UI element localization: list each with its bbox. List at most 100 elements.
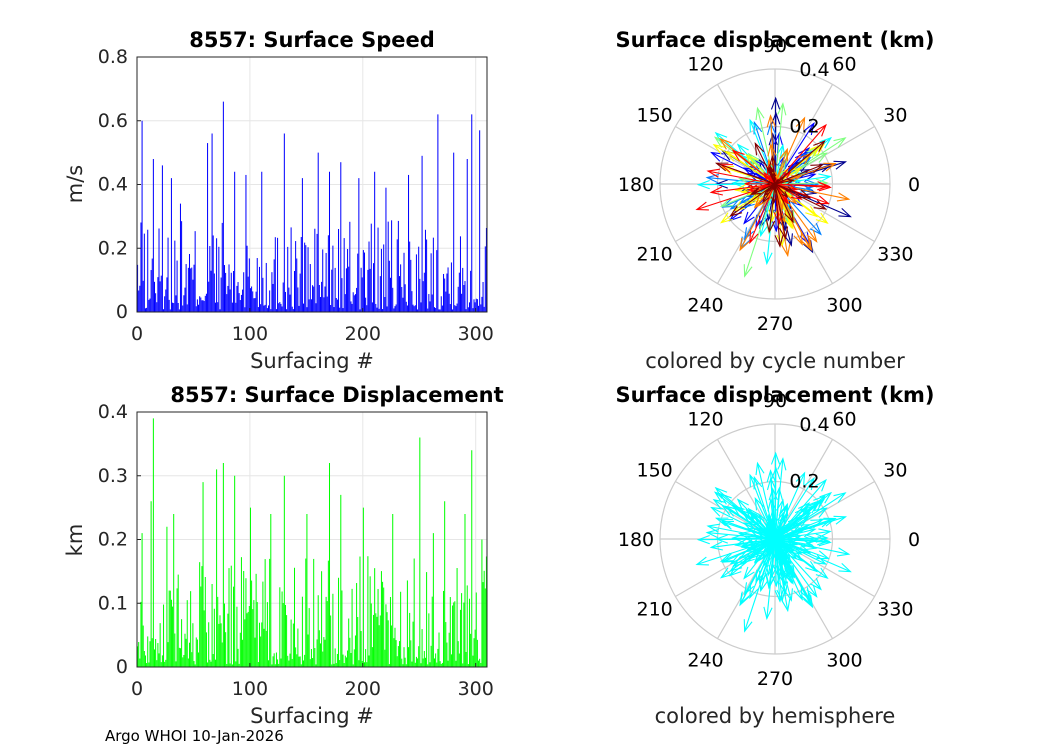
data-bar	[340, 162, 342, 312]
data-bar	[138, 290, 140, 312]
data-bar	[226, 294, 228, 312]
data-bar	[281, 306, 283, 312]
data-bar	[179, 648, 181, 667]
data-bar	[249, 288, 251, 312]
data-bar	[433, 658, 436, 667]
data-bar	[464, 514, 466, 667]
data-bar	[222, 101, 224, 312]
data-bar	[375, 303, 377, 312]
data-bar	[172, 606, 174, 667]
data-bar	[226, 663, 228, 667]
displacement-arrow	[769, 155, 777, 185]
displacement-arrow	[714, 162, 776, 185]
polar-spoke	[716, 84, 776, 185]
data-bar	[256, 602, 258, 667]
data-bar	[316, 639, 318, 667]
displacement-arrow	[774, 183, 789, 240]
data-bar	[186, 304, 188, 312]
data-bar	[141, 533, 143, 667]
data-bar	[312, 658, 314, 667]
displacement-arrow	[774, 531, 786, 540]
data-bar	[157, 643, 159, 667]
data-bar	[309, 659, 311, 667]
data-bar	[230, 565, 232, 667]
displacement-arrow	[729, 183, 776, 217]
data-bar	[455, 306, 457, 312]
data-bar	[343, 238, 345, 312]
polar-angle-label: 90	[763, 390, 787, 412]
data-bar	[359, 309, 361, 312]
data-bar	[236, 285, 238, 312]
data-bar	[483, 306, 485, 312]
data-bar	[412, 304, 414, 312]
data-bar	[300, 237, 302, 312]
data-bar	[433, 307, 436, 312]
data-bar	[402, 297, 404, 312]
data-bar	[369, 268, 371, 312]
data-bar	[483, 570, 485, 667]
data-bar	[161, 655, 163, 667]
data-bar	[398, 641, 401, 667]
data-bar	[409, 241, 411, 312]
data-bar	[443, 273, 445, 312]
data-bar	[457, 641, 459, 667]
data-bar	[404, 284, 406, 312]
displacement-arrow	[714, 517, 776, 540]
data-bar	[423, 272, 425, 312]
data-bar	[466, 159, 468, 312]
data-bar	[344, 294, 346, 312]
data-bar	[184, 633, 186, 667]
displacement-arrow	[774, 164, 824, 185]
displacement-arrow	[774, 538, 794, 579]
data-bar	[270, 514, 272, 667]
data-bar	[198, 304, 200, 312]
data-bar	[458, 272, 460, 312]
data-bar	[394, 627, 396, 667]
data-bar	[481, 296, 483, 312]
data-bar	[151, 258, 153, 312]
data-bar	[387, 221, 389, 312]
polar-angle-label: 330	[877, 599, 913, 621]
data-bar	[464, 281, 466, 312]
polar-radius-label: 0.4	[799, 414, 829, 436]
data-bar	[365, 649, 367, 667]
data-bar	[209, 246, 211, 312]
data-bar	[185, 638, 187, 667]
speed-bar-chart: 8557: Surface Speed 0 0.2 0.4 0.6 0.8 0 100 200…	[63, 28, 494, 373]
data-bar	[474, 302, 476, 312]
data-bar	[146, 663, 148, 667]
displacement-arrow	[774, 478, 827, 540]
data-bar	[173, 514, 175, 667]
data-bar	[242, 289, 244, 312]
displacement-arrow	[749, 183, 776, 195]
data-bar	[190, 268, 192, 312]
data-bar	[166, 277, 168, 312]
data-bar	[395, 640, 397, 667]
data-bar	[466, 585, 468, 667]
displacement-arrow	[774, 183, 789, 199]
data-bar	[203, 610, 205, 667]
displacement-arrow	[766, 180, 776, 185]
polar-hemisphere-title: Surface displacement (km)	[615, 383, 934, 407]
data-bar	[382, 581, 384, 667]
data-bar	[423, 650, 425, 667]
data-bar	[383, 587, 385, 667]
data-bar	[468, 598, 471, 667]
data-bar	[474, 629, 476, 667]
displacement-arrow	[774, 176, 786, 185]
data-bar	[437, 114, 439, 312]
displacement-arrow	[774, 538, 789, 560]
data-bar	[280, 303, 282, 312]
data-bar	[436, 662, 438, 667]
data-bar	[273, 259, 275, 312]
data-bar	[327, 235, 329, 312]
data-bar	[218, 246, 220, 312]
data-bar	[292, 309, 294, 312]
data-bar	[304, 654, 306, 667]
data-bar	[374, 171, 376, 312]
data-bar	[316, 233, 318, 312]
data-bar	[242, 639, 244, 667]
data-bar	[253, 600, 255, 667]
data-bar	[270, 309, 272, 312]
data-bar	[368, 655, 370, 667]
